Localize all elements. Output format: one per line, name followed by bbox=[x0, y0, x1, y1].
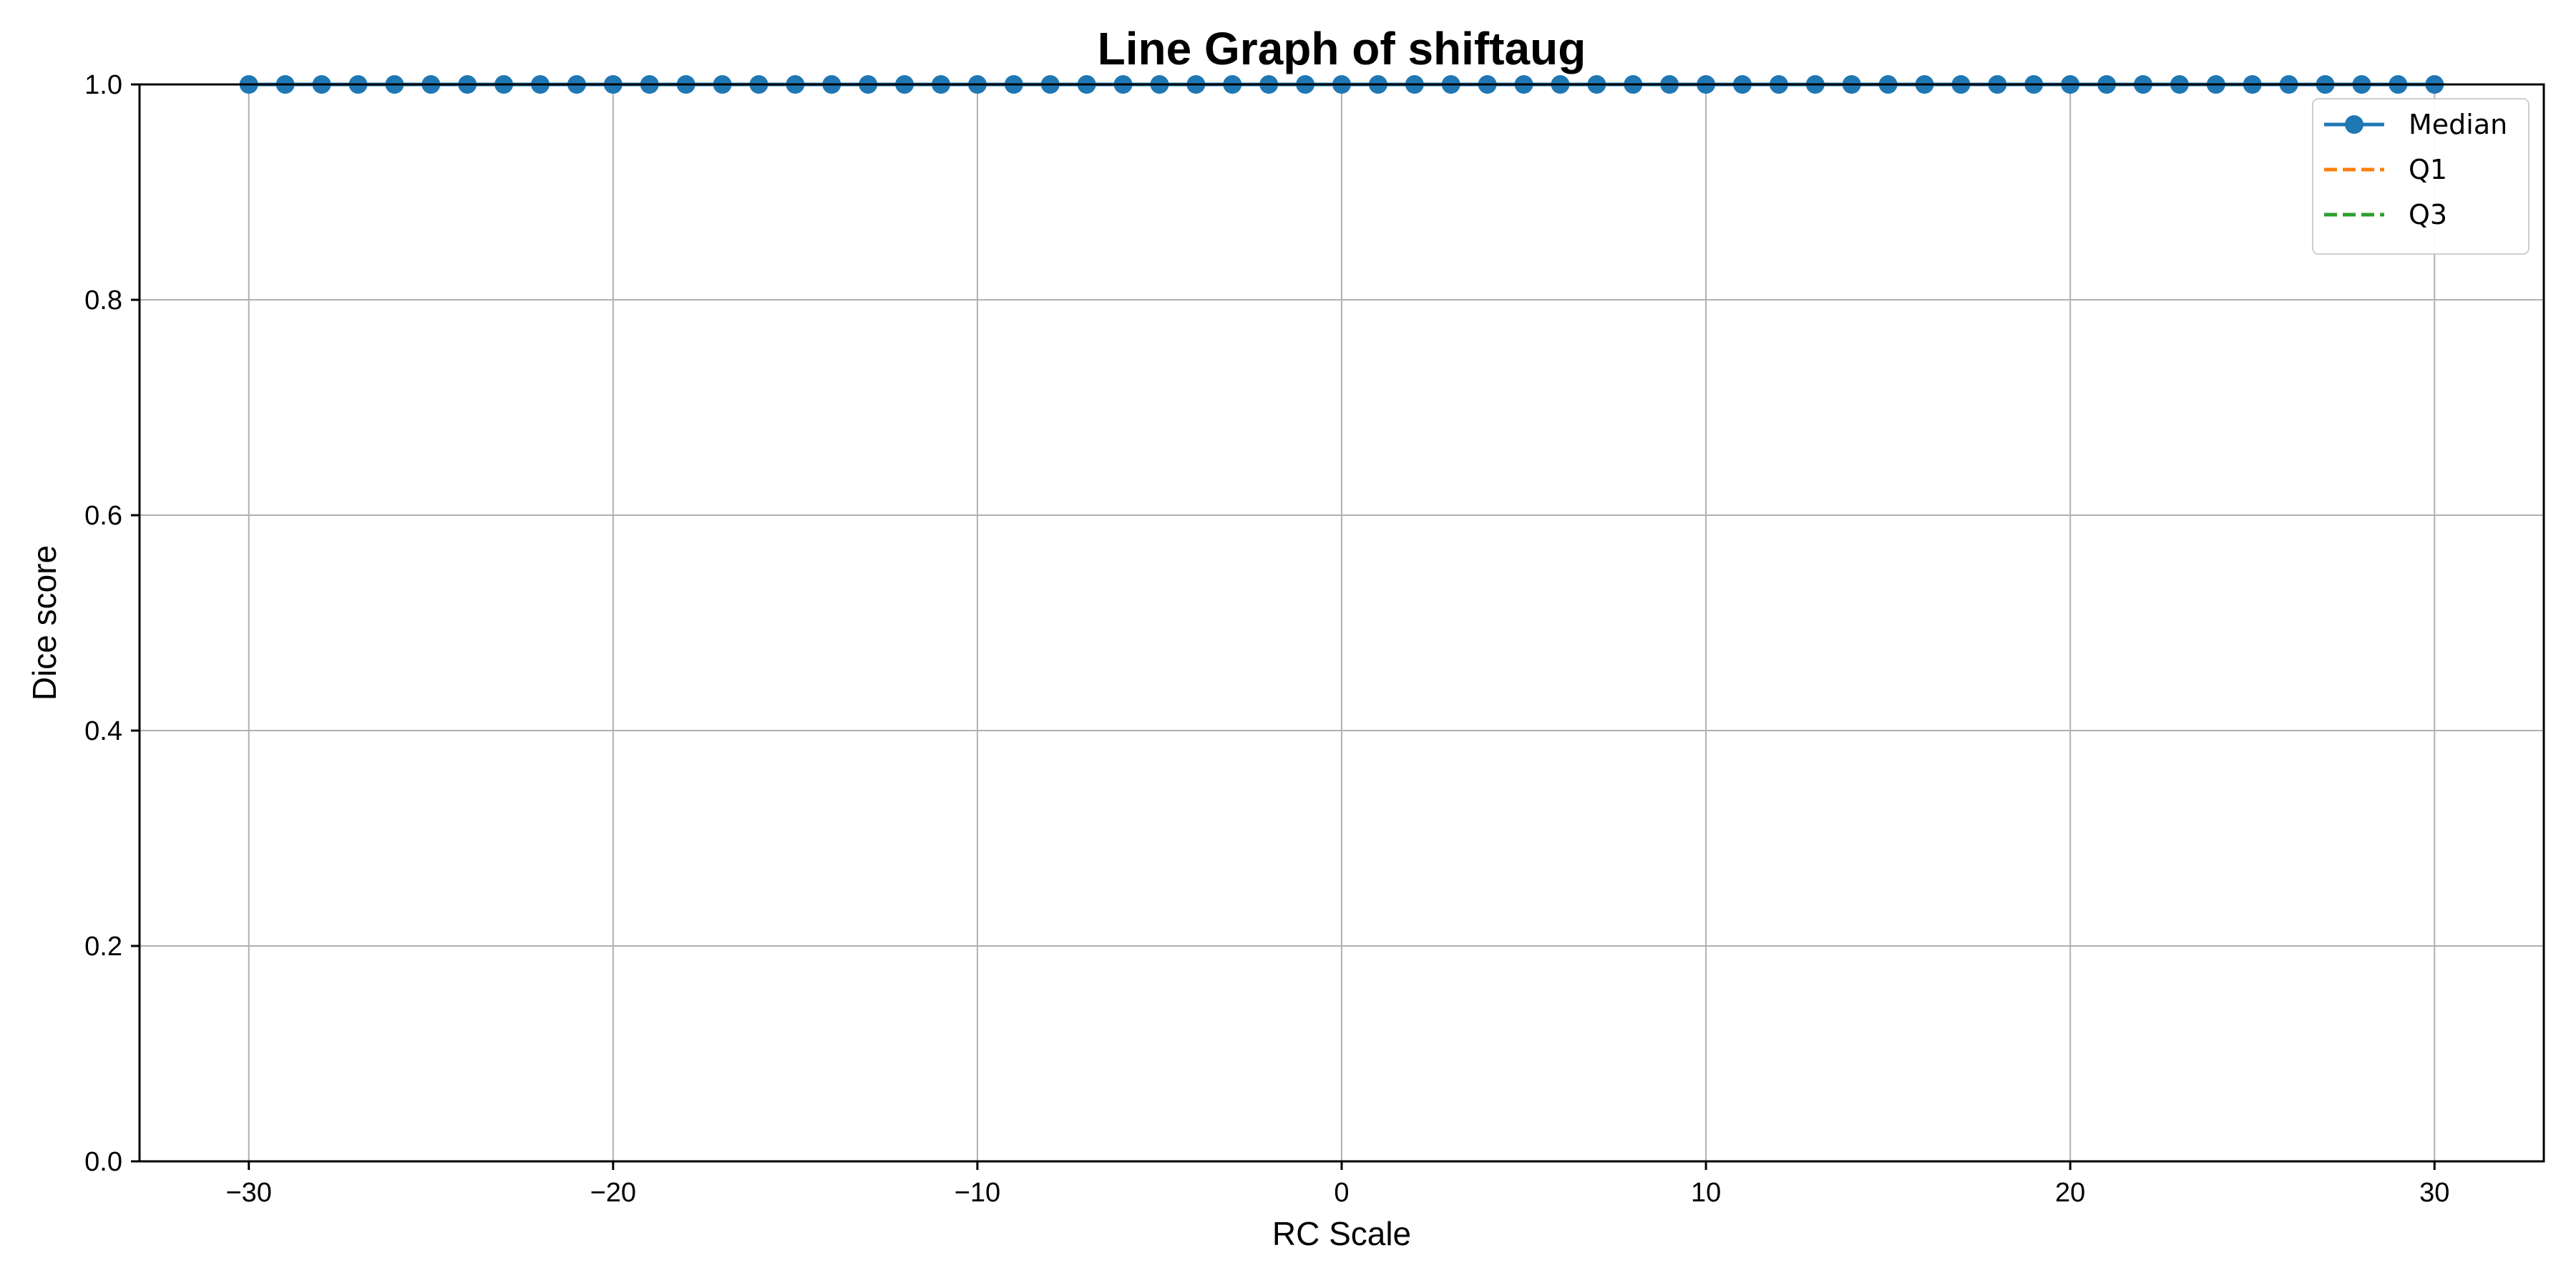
x-tick-label: 30 bbox=[2419, 1178, 2449, 1208]
chart-title: Line Graph of shiftaug bbox=[1098, 23, 1586, 74]
x-axis-label: RC Scale bbox=[1272, 1215, 1411, 1252]
ticks: −30 −20 −10 0 10 20 30 0.0 0.2 0.4 0.6 0.8 1.0 bbox=[84, 70, 2449, 1208]
x-tick-label: 20 bbox=[2055, 1178, 2085, 1208]
x-tick-label: −20 bbox=[590, 1178, 636, 1208]
x-tick-label: −10 bbox=[955, 1178, 1000, 1208]
y-tick-label: 0.2 bbox=[84, 932, 122, 962]
legend-marker bbox=[2345, 115, 2363, 134]
y-tick-label: 0.6 bbox=[84, 501, 122, 531]
y-axis-label: Dice score bbox=[26, 545, 63, 701]
x-tick-label: 10 bbox=[1691, 1178, 1721, 1208]
legend-label: Median bbox=[2409, 109, 2507, 140]
y-tick-label: 0.4 bbox=[84, 716, 122, 746]
legend: Median Q1 Q3 bbox=[2312, 98, 2529, 255]
y-tick-label: 0.8 bbox=[84, 286, 122, 316]
legend-label: Q1 bbox=[2409, 154, 2447, 185]
y-tick-label: 1.0 bbox=[84, 70, 122, 100]
x-tick-label: 0 bbox=[1334, 1178, 1349, 1208]
y-tick-label: 0.0 bbox=[84, 1147, 122, 1177]
legend-label: Q3 bbox=[2409, 199, 2447, 230]
x-tick-label: −30 bbox=[225, 1178, 271, 1208]
